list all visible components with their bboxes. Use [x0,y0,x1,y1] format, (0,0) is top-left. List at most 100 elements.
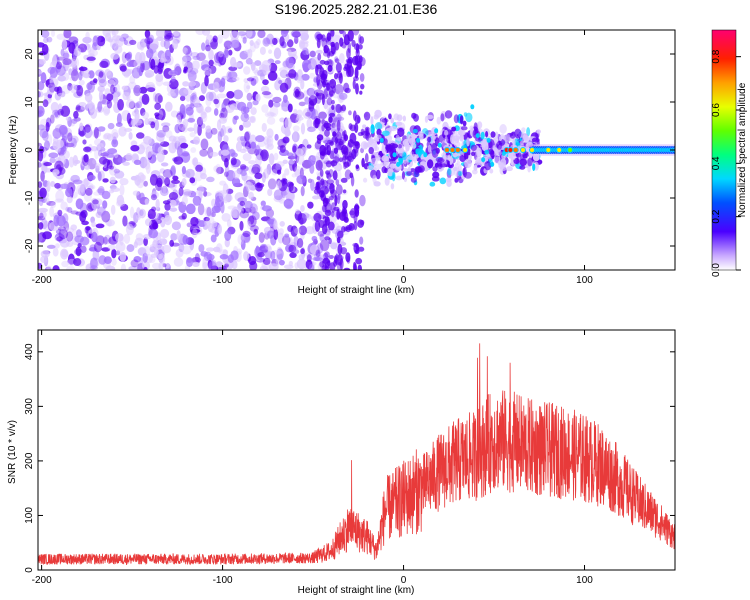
heatmap-cell [316,243,324,254]
heatmap-cell [336,209,341,220]
heatmap-cell [328,86,334,97]
y-tick-label: 0 [24,567,35,573]
heatmap-cell [321,93,325,106]
heatmap-cell [309,263,315,270]
heatmap-cell [73,110,79,119]
heatmap-cell [139,174,147,181]
heatmap-cell [339,105,343,112]
colorbar-gradient [711,29,737,271]
heatmap-cell [115,90,122,97]
heatmap-cell [247,48,253,59]
heatmap-cell [330,242,338,250]
spectrogram-x-label: Height of straight line (km) [298,285,415,296]
colorbar-tick-label: 0.2 [711,209,722,223]
heatmap-cell [319,59,326,65]
heatmap-cell [126,61,134,68]
heatmap-cell [75,104,81,111]
heatmap-cell [200,111,207,119]
heatmap-cell [260,248,269,254]
y-tick-label: 100 [24,507,35,524]
heatmap-cell [414,148,423,155]
heatmap-cell [292,145,297,153]
heatmap-cell [226,90,235,99]
heatmap-cell [346,255,351,264]
heatmap-cell [301,73,310,81]
heatmap-cell [39,212,44,219]
heatmap-cell [397,127,405,137]
heatmap-cell [217,224,222,235]
heatmap-cell [133,241,138,249]
heatmap-cell [50,30,56,37]
heatmap-cell [296,258,307,270]
heatmap-cell [304,96,310,105]
heatmap-cell [508,148,513,152]
heatmap-cell [180,107,187,115]
heatmap-cell [193,136,201,145]
heatmap-cell [521,127,526,133]
heatmap-cell [119,65,127,72]
heatmap-cell [218,51,224,58]
heatmap-cell [70,69,79,77]
heatmap-cell [267,71,278,81]
heatmap-cell [446,179,452,188]
heatmap-cell [93,191,101,196]
heatmap-cell [252,99,259,106]
heatmap-cell [208,59,214,67]
y-tick-label: -10 [24,190,35,205]
heatmap-cell [337,169,342,181]
heatmap-cell [116,199,126,207]
heatmap-cell [178,187,184,197]
heatmap-cell [91,221,96,228]
heatmap-cell [67,206,73,213]
heatmap-cell [330,30,335,37]
heatmap-cell [232,170,241,180]
heatmap-cell [201,30,211,36]
heatmap-cell [331,136,336,143]
heatmap-cell [328,169,334,178]
heatmap-cell [106,99,113,109]
heatmap-cell [432,166,438,172]
heatmap-cell [91,231,98,243]
heatmap-cell [58,124,68,136]
heatmap-cell [359,236,364,245]
heatmap-cell [70,174,80,183]
heatmap-cell [333,31,342,38]
heatmap-cell [344,63,349,70]
heatmap-cell [401,171,406,180]
heatmap-cell [98,70,104,78]
heatmap-cell [255,93,261,103]
heatmap-cell [310,179,315,191]
heatmap-cell [337,194,341,205]
heatmap-cell [169,167,176,176]
heatmap-cell [262,257,271,266]
y-tick-label: 400 [24,343,35,360]
heatmap-cell [384,177,390,186]
heatmap-cell [266,143,274,151]
heatmap-cell [409,168,416,173]
heatmap-cell [176,145,183,157]
heatmap-cell [339,146,344,151]
heatmap-cell [101,210,111,223]
heatmap-cell [112,95,117,102]
heatmap-cell [140,42,146,49]
heatmap-cell [205,91,214,102]
heatmap-cell [325,126,332,131]
heatmap-cell [248,215,255,225]
heatmap-cell [221,213,231,222]
heatmap-cell [357,55,361,62]
heatmap-cell [414,170,419,175]
heatmap-cell [155,30,166,38]
heatmap-cell [155,180,163,192]
heatmap-cell [267,245,272,253]
heatmap-cell [294,168,301,178]
heatmap-cell [357,219,364,228]
heatmap-cell [157,146,164,155]
heatmap-cell [219,128,225,138]
heatmap-cell [262,37,271,47]
heatmap-cell [339,30,344,35]
heatmap-cell [447,167,452,176]
heatmap-cell [357,264,362,270]
heatmap-cell [76,84,84,97]
heatmap-cell [301,59,312,71]
heatmap-cell [509,132,516,139]
